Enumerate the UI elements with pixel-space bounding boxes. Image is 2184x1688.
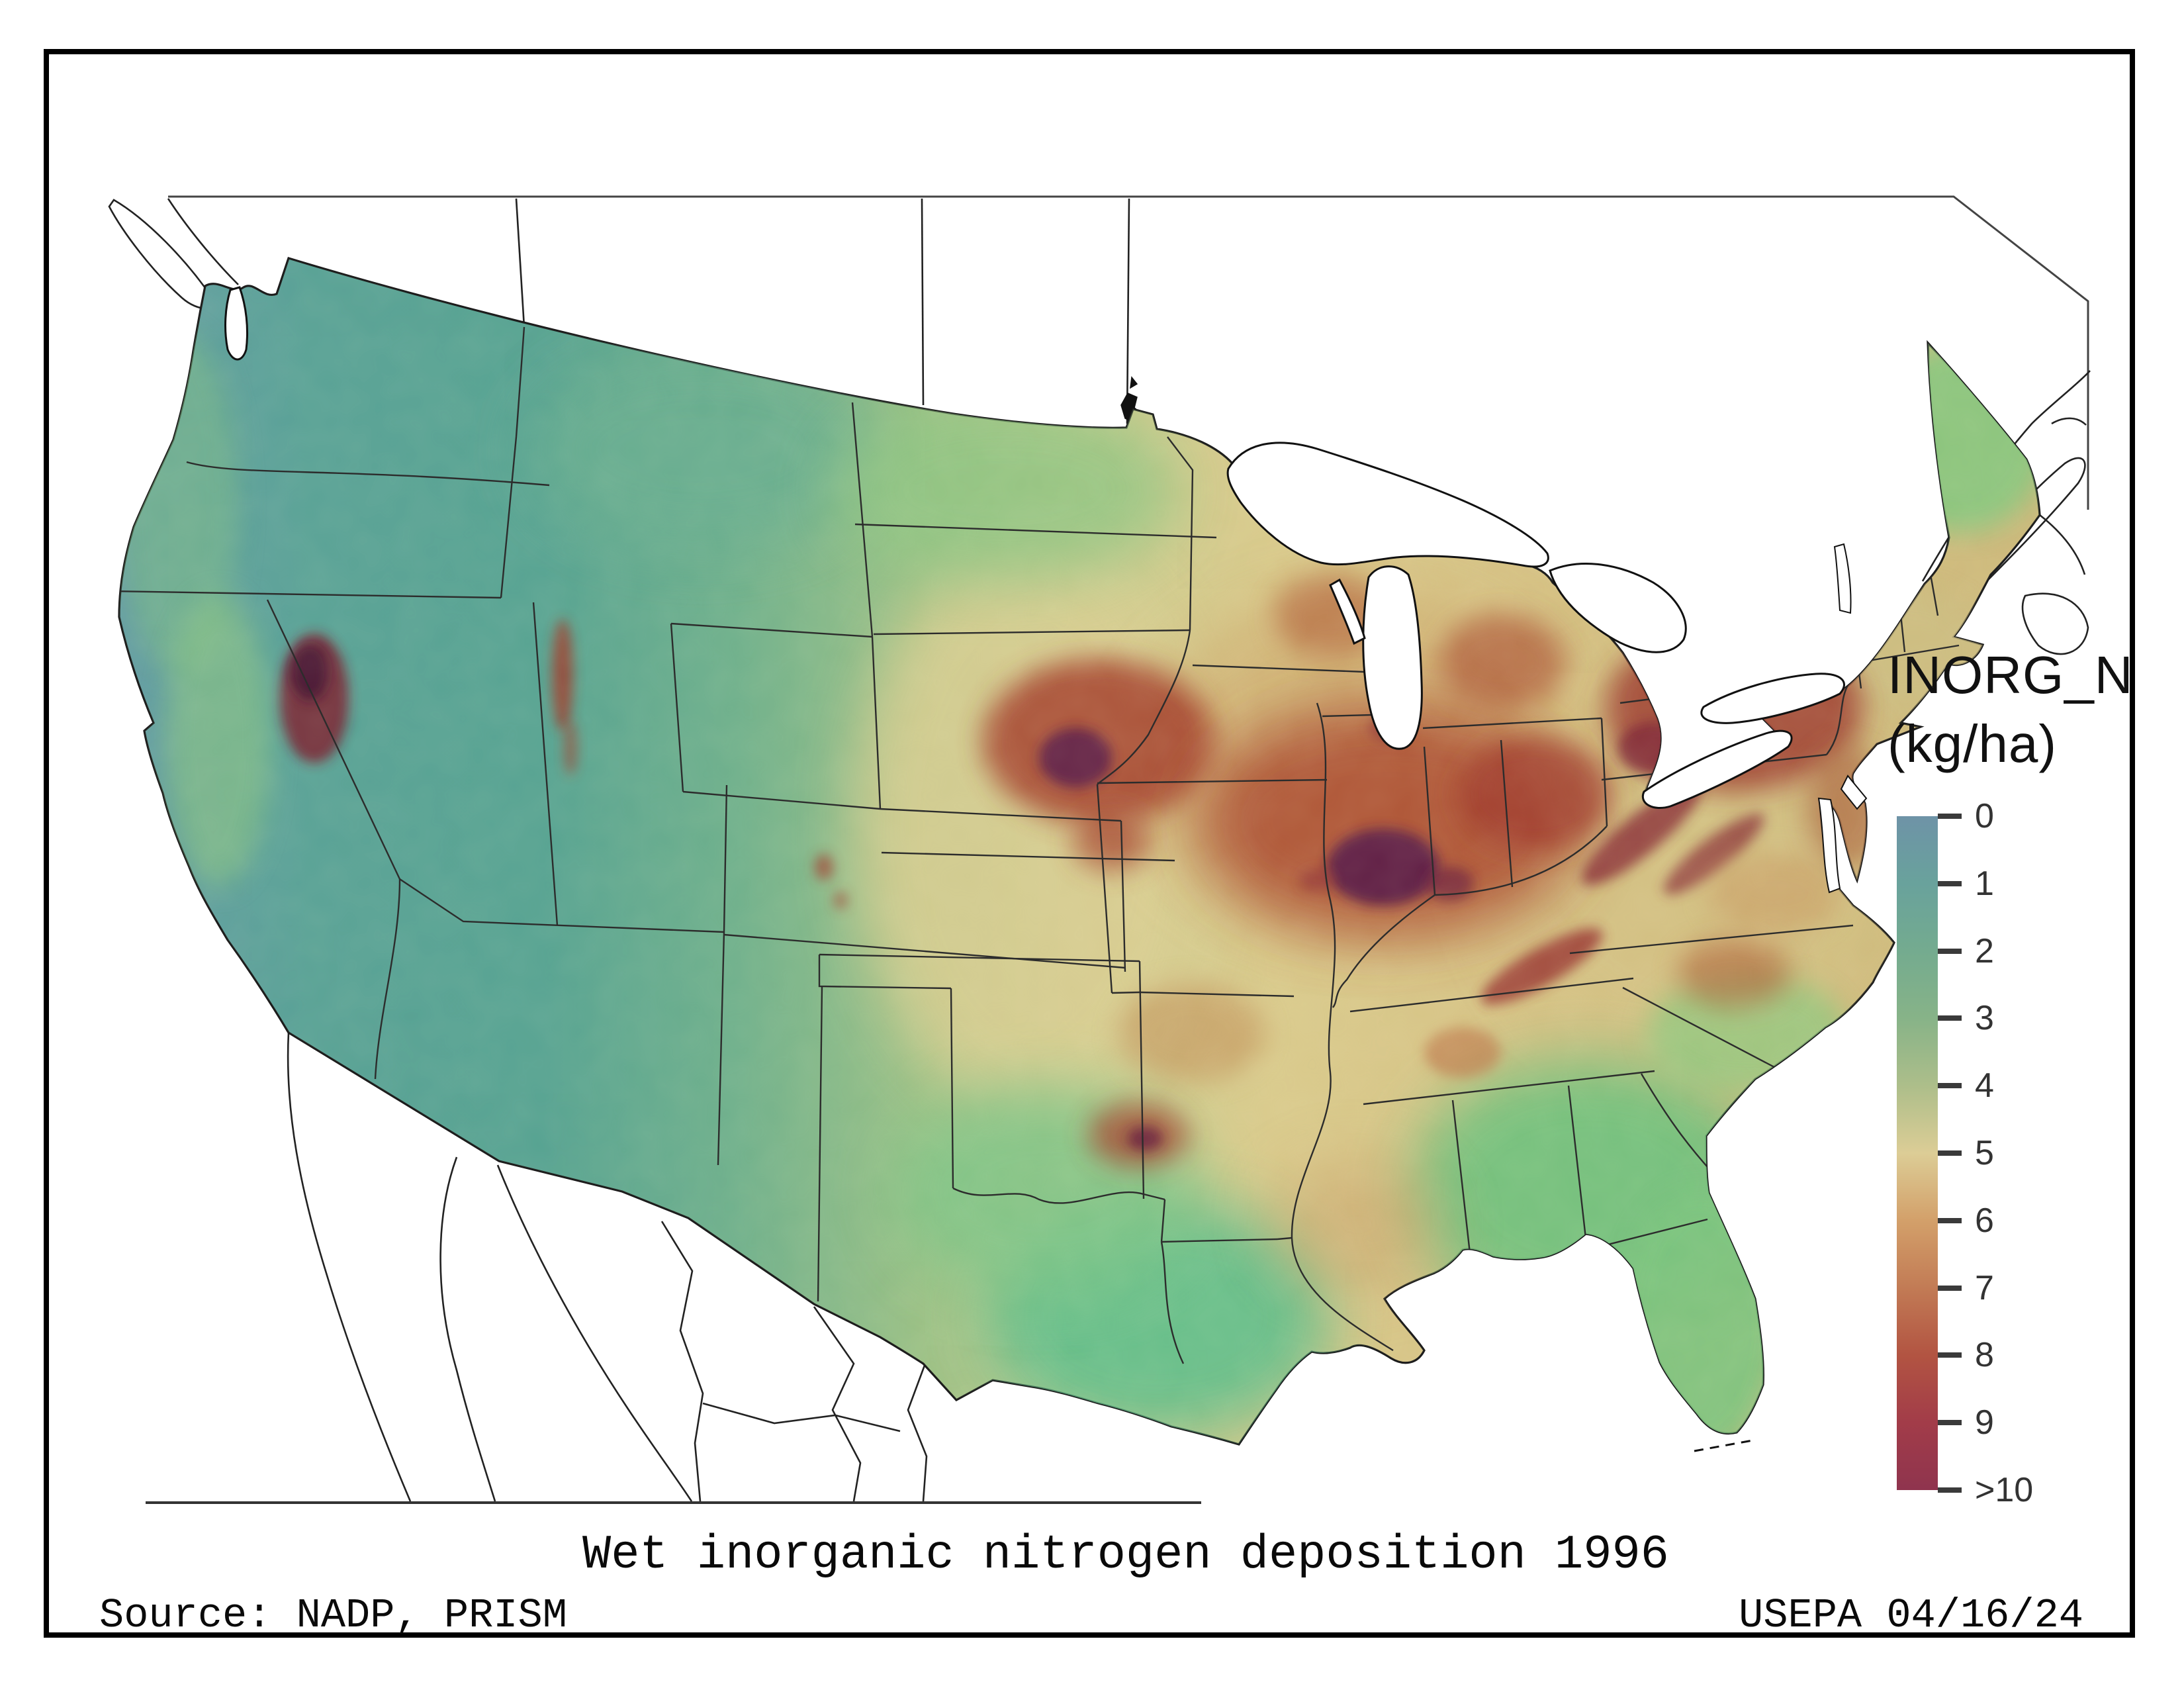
tick-label: 9 (1975, 1403, 1994, 1442)
tick-mark (1938, 1083, 1962, 1088)
chesapeake-bay (1817, 797, 1841, 894)
delaware-bay (1840, 774, 1868, 810)
florida-keys (1694, 1439, 1753, 1452)
legend-tick-0: 0 (1938, 796, 1994, 836)
tick-mark (1938, 1150, 1962, 1156)
legend-tick-9: 9 (1938, 1403, 1994, 1442)
footer-attribution: USEPA 04/16/24 (1739, 1592, 2083, 1639)
canada-mexico-outlines (108, 195, 2091, 1504)
lake-erie (1641, 729, 1793, 810)
legend-tick-5: 5 (1938, 1133, 1994, 1173)
great-lakes (224, 286, 1868, 1452)
legend-colorbar (1897, 816, 1938, 1490)
legend-unit: (kg/ha) (1888, 714, 2057, 773)
tick-mark (1938, 1487, 1962, 1493)
tick-label: 8 (1975, 1336, 1994, 1374)
tick-mark (1938, 881, 1962, 886)
legend-tick-2: 2 (1938, 931, 1994, 971)
tick-mark (1938, 1352, 1962, 1358)
tick-mark (1938, 1286, 1962, 1291)
map-title: Wet inorganic nitrogen deposition 1996 (582, 1528, 1669, 1582)
tick-label: 7 (1975, 1269, 1994, 1307)
tick-label: 1 (1975, 865, 1994, 903)
legend-tick-1: 1 (1938, 864, 1994, 904)
legend-tick-4: 4 (1938, 1066, 1994, 1105)
tick-mark (1938, 1218, 1962, 1223)
tick-mark (1938, 1420, 1962, 1425)
footer-source: Source: NADP, PRISM (99, 1592, 567, 1639)
lake-champlain (1833, 543, 1852, 614)
legend-title: INORG_N (kg/ha) (1888, 641, 2134, 778)
lake-ontario (1700, 673, 1845, 724)
tick-label: 3 (1975, 999, 1994, 1037)
lake-superior (1226, 442, 1549, 568)
tick-label: >10 (1975, 1471, 2034, 1509)
legend-tick-7: 7 (1938, 1268, 1994, 1308)
tick-label: 2 (1975, 932, 1994, 970)
tick-mark (1938, 949, 1962, 954)
tick-label: 5 (1975, 1134, 1994, 1172)
tick-mark (1938, 814, 1962, 819)
legend-tick-10: >10 (1938, 1470, 2033, 1510)
lake-huron (1549, 563, 1687, 653)
tick-label: 4 (1975, 1066, 1994, 1105)
puget-sound (224, 286, 248, 361)
tick-label: 6 (1975, 1201, 1994, 1240)
legend-tick-scale: 0 1 2 3 4 5 6 7 8 9 >10 (1938, 797, 2097, 1509)
green-bay (1329, 578, 1366, 645)
legend-variable-name: INORG_N (1888, 645, 2134, 704)
legend-tick-8: 8 (1938, 1335, 1994, 1375)
tick-mark (1938, 1015, 1962, 1021)
legend-tick-6: 6 (1938, 1201, 1994, 1241)
lake-michigan (1362, 565, 1423, 750)
legend-tick-3: 3 (1938, 998, 1994, 1038)
state-borders (119, 326, 1960, 1364)
tick-label: 0 (1975, 797, 1994, 835)
